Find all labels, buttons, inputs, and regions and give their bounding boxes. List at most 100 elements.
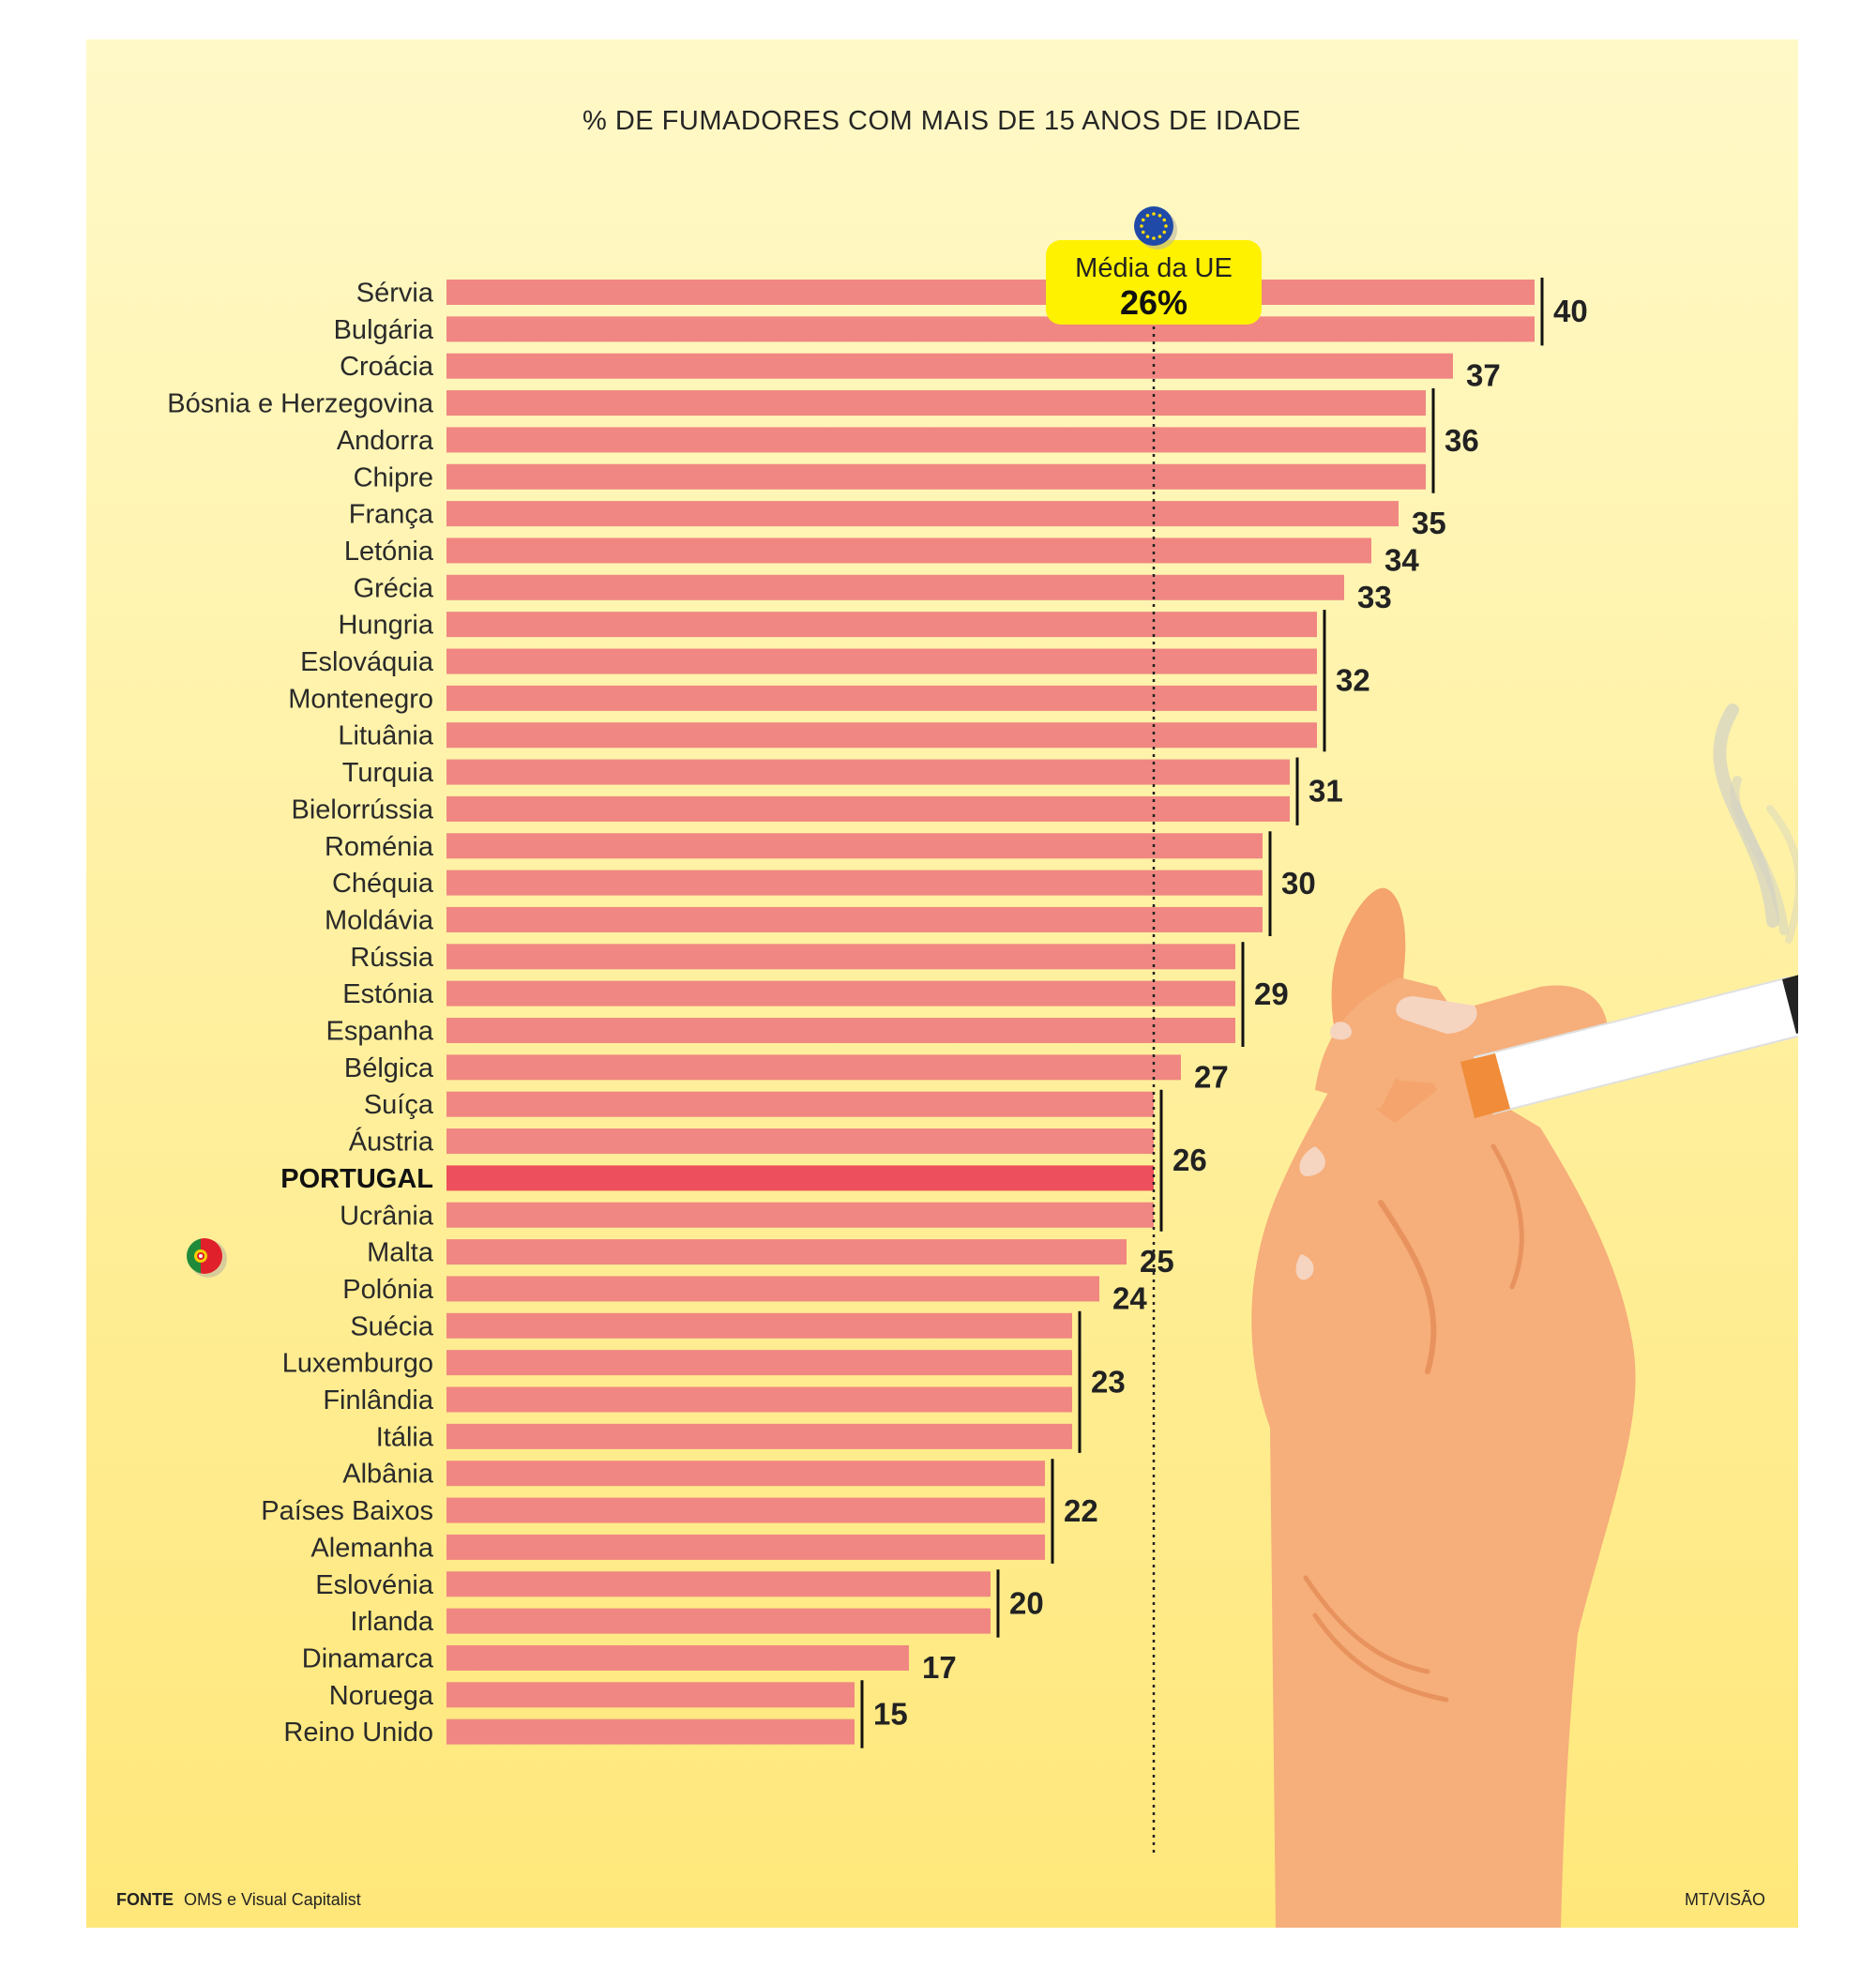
category-label-paises-baixos: Países Baixos bbox=[261, 1496, 433, 1526]
bar-bosnia-e-herzegovina bbox=[446, 390, 1426, 416]
category-label-turquia: Turquia bbox=[342, 758, 434, 788]
category-label-alemanha: Alemanha bbox=[310, 1533, 433, 1563]
value-label-30: 30 bbox=[1281, 866, 1316, 901]
category-label-reino-unido: Reino Unido bbox=[283, 1718, 433, 1748]
value-label-33: 33 bbox=[1357, 580, 1392, 614]
bar-series bbox=[446, 280, 1535, 1745]
bar-turquia bbox=[446, 759, 1290, 785]
bar-irlanda bbox=[446, 1608, 991, 1634]
value-label-32: 32 bbox=[1336, 663, 1370, 698]
category-label-finlandia: Finlândia bbox=[323, 1385, 434, 1415]
eu-flag-icon bbox=[1134, 206, 1177, 250]
bar-finlandia bbox=[446, 1386, 1072, 1413]
category-label-andorra: Andorra bbox=[337, 426, 434, 456]
bar-lituania bbox=[446, 722, 1317, 749]
bar-albania bbox=[446, 1461, 1045, 1487]
category-label-portugal: PORTUGAL bbox=[280, 1164, 433, 1194]
category-labels: Sérvia Bulgária Croácia Bósnia e Herzegovin… bbox=[167, 279, 434, 1748]
category-label-croacia: Croácia bbox=[340, 352, 434, 382]
portugal-flag-icon bbox=[187, 1238, 227, 1278]
category-label-chipre: Chipre bbox=[354, 462, 433, 492]
bar-andorra bbox=[446, 427, 1426, 453]
bar-russia bbox=[446, 944, 1235, 970]
eu-average-label: Média da UE bbox=[1075, 253, 1233, 283]
value-label-36: 36 bbox=[1445, 423, 1479, 458]
category-label-bulgaria: Bulgária bbox=[334, 315, 434, 345]
bar-luxemburgo bbox=[446, 1350, 1072, 1376]
credit-footer: MT/VISÃO bbox=[1685, 1889, 1765, 1909]
category-label-eslovaquia: Eslováquia bbox=[300, 647, 434, 677]
category-label-letonia: Letónia bbox=[344, 537, 434, 567]
value-label-17: 17 bbox=[922, 1650, 957, 1685]
category-label-polonia: Polónia bbox=[342, 1275, 434, 1305]
eu-average-marker: Média da UE 26% bbox=[1046, 206, 1262, 1854]
value-label-35: 35 bbox=[1412, 506, 1446, 540]
value-label-29: 29 bbox=[1254, 976, 1289, 1011]
category-label-luxemburgo: Luxemburgo bbox=[282, 1349, 433, 1379]
bar-romenia bbox=[446, 833, 1263, 859]
category-label-suecia: Suécia bbox=[350, 1311, 434, 1341]
category-label-italia: Itália bbox=[376, 1422, 434, 1452]
bar-croacia bbox=[446, 353, 1453, 379]
category-label-dinamarca: Dinamarca bbox=[302, 1643, 434, 1673]
category-label-eslovenia: Eslovénia bbox=[315, 1570, 434, 1600]
source-text: OMS e Visual Capitalist bbox=[184, 1890, 361, 1909]
category-label-albania: Albânia bbox=[342, 1460, 434, 1490]
bar-chipre bbox=[446, 463, 1426, 490]
bar-italia bbox=[446, 1423, 1072, 1449]
bar-grecia bbox=[446, 574, 1344, 600]
value-label-24: 24 bbox=[1112, 1280, 1147, 1315]
category-label-chequia: Chéquia bbox=[332, 869, 434, 899]
value-label-15: 15 bbox=[873, 1696, 908, 1731]
bar-ucrania bbox=[446, 1202, 1154, 1228]
category-label-moldavia: Moldávia bbox=[325, 905, 434, 935]
bar-chequia bbox=[446, 870, 1263, 896]
category-label-noruega: Noruega bbox=[329, 1681, 434, 1711]
bar-franca bbox=[446, 501, 1399, 527]
category-label-servia: Sérvia bbox=[356, 279, 434, 309]
source-label: FONTE bbox=[116, 1890, 174, 1909]
value-label-34: 34 bbox=[1384, 542, 1419, 577]
value-label-27: 27 bbox=[1194, 1059, 1229, 1094]
value-label-20: 20 bbox=[1009, 1585, 1044, 1620]
category-label-malta: Malta bbox=[367, 1238, 434, 1268]
category-label-montenegro: Montenegro bbox=[288, 684, 433, 714]
category-label-estonia: Estónia bbox=[342, 979, 434, 1009]
bar-eslovaquia bbox=[446, 648, 1317, 674]
category-label-espanha: Espanha bbox=[326, 1017, 434, 1047]
eu-average-box bbox=[1046, 240, 1262, 325]
bar-paises-baixos bbox=[446, 1497, 1045, 1523]
bar-chart: % DE FUMADORES COM MAIS DE 15 ANOS DE ID… bbox=[116, 106, 1798, 1928]
value-label-40: 40 bbox=[1553, 294, 1588, 328]
bar-montenegro bbox=[446, 685, 1317, 711]
category-label-ucrania: Ucrânia bbox=[340, 1201, 434, 1231]
bar-letonia bbox=[446, 537, 1371, 564]
category-label-russia: Rússia bbox=[350, 943, 434, 973]
bar-dinamarca bbox=[446, 1644, 909, 1671]
bar-suica bbox=[446, 1091, 1154, 1117]
value-label-26: 26 bbox=[1172, 1143, 1207, 1177]
hand-holding-cigarette-illustration bbox=[1251, 704, 1798, 1928]
category-label-belgica: Bélgica bbox=[344, 1053, 434, 1083]
bar-malta bbox=[446, 1239, 1127, 1265]
bar-portugal bbox=[446, 1165, 1154, 1191]
bar-alemanha bbox=[446, 1534, 1045, 1560]
eu-average-value: 26% bbox=[1120, 283, 1188, 322]
hand-icon bbox=[1251, 887, 1636, 1928]
bar-hungria bbox=[446, 612, 1317, 638]
category-label-hungria: Hungria bbox=[338, 611, 433, 641]
value-label-25: 25 bbox=[1140, 1244, 1174, 1279]
category-label-suica: Suíça bbox=[364, 1090, 434, 1120]
bar-bulgaria bbox=[446, 316, 1535, 342]
bar-bielorrussia bbox=[446, 795, 1290, 822]
bar-servia bbox=[446, 280, 1535, 305]
bar-austria bbox=[446, 1128, 1154, 1155]
smoke-icon bbox=[1713, 704, 1798, 944]
cigarette-icon bbox=[1460, 975, 1798, 1118]
bar-reino-unido bbox=[446, 1718, 855, 1745]
bar-polonia bbox=[446, 1276, 1099, 1302]
bar-belgica bbox=[446, 1054, 1181, 1081]
bar-noruega bbox=[446, 1682, 855, 1708]
category-label-romenia: Roménia bbox=[325, 832, 434, 862]
category-label-franca: França bbox=[349, 500, 434, 530]
